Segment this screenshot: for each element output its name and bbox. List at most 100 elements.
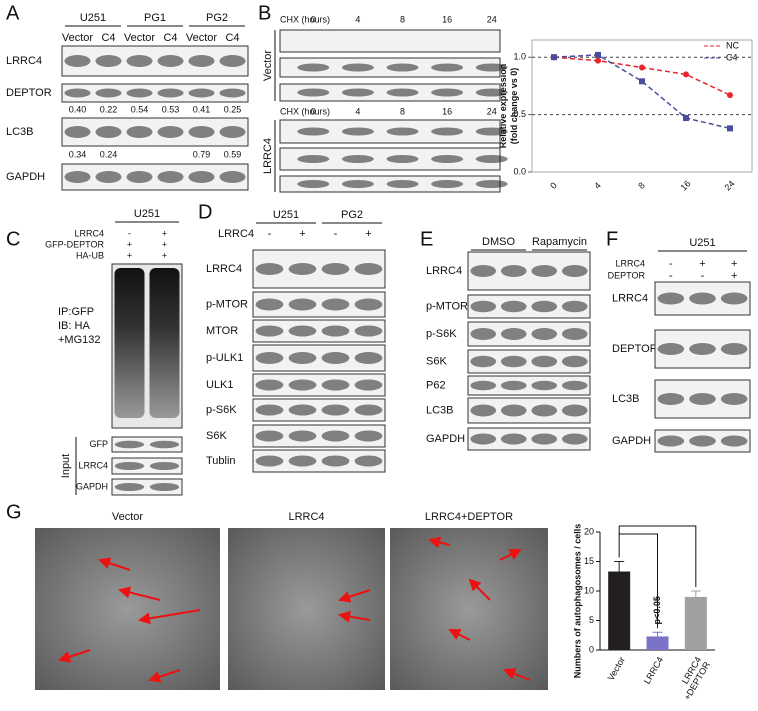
x-tick-label: 16 — [678, 178, 692, 192]
row-label: p-S6K — [426, 328, 457, 340]
arrow — [503, 668, 531, 681]
band — [500, 265, 527, 277]
band — [255, 352, 284, 364]
band — [255, 325, 284, 337]
band — [288, 404, 317, 416]
condition-label: LRRC4 — [615, 258, 645, 268]
lane-label: C4 — [101, 32, 115, 44]
band — [657, 435, 685, 447]
condition-label: LRRC4 — [74, 228, 104, 238]
band — [720, 292, 748, 305]
time-point: 8 — [400, 106, 405, 116]
band — [341, 127, 374, 136]
row-label: DEPTOR — [612, 343, 658, 355]
row-label: p-MTOR — [426, 300, 468, 312]
band — [354, 379, 383, 391]
point — [639, 78, 645, 85]
band — [188, 55, 215, 67]
band — [475, 155, 508, 163]
row-label: p-S6K — [206, 404, 237, 416]
band — [188, 126, 215, 138]
row-label: GAPDH — [76, 481, 108, 491]
band — [720, 435, 748, 447]
x-tick-label: LRRC4 — [642, 655, 665, 686]
band — [720, 393, 748, 405]
ip-text: IP:GFP — [58, 306, 94, 318]
group-label: U251 — [689, 237, 715, 249]
smear — [149, 268, 180, 418]
row-label: MTOR — [206, 325, 238, 337]
band — [321, 325, 350, 337]
em-image — [390, 528, 548, 690]
band — [321, 263, 350, 275]
blot — [252, 373, 386, 397]
y-tick-label: 5 — [589, 615, 594, 625]
band — [354, 263, 383, 275]
band — [126, 126, 153, 138]
point — [595, 57, 601, 64]
y-tick-label: 1.0 — [513, 52, 526, 62]
band — [321, 298, 350, 311]
error-bar — [652, 631, 663, 637]
sign: + — [162, 250, 167, 260]
image-title: LRRC4 — [288, 511, 324, 523]
blot — [61, 117, 249, 147]
arrow — [98, 557, 131, 571]
ratio: 0.59 — [224, 149, 242, 159]
blot — [279, 29, 501, 53]
band — [470, 433, 497, 445]
arrow — [428, 536, 451, 549]
ratio: 0.34 — [69, 149, 87, 159]
band — [561, 265, 588, 277]
blot — [467, 294, 591, 319]
band — [500, 300, 527, 313]
ratio: 0.40 — [69, 104, 87, 114]
band — [561, 300, 588, 313]
sign: - — [701, 270, 705, 282]
lane-label: Vector — [124, 32, 156, 44]
arrow — [148, 669, 181, 683]
band — [561, 433, 588, 445]
group-label: U251 — [273, 209, 299, 221]
bar — [684, 596, 707, 650]
arrow — [138, 609, 201, 625]
band — [255, 404, 284, 416]
band — [321, 430, 350, 442]
ratio: 0.22 — [100, 104, 118, 114]
arrow — [118, 586, 161, 601]
band — [470, 380, 497, 391]
band — [500, 355, 527, 368]
arrow — [338, 610, 371, 623]
time-point: 0 — [311, 14, 316, 24]
sign: - — [268, 228, 272, 240]
blot — [467, 427, 591, 451]
blot — [61, 45, 249, 77]
x-tick-label: Vector — [606, 655, 627, 682]
band — [149, 483, 180, 491]
row-label: LC3B — [6, 126, 34, 138]
row-label: LC3B — [426, 404, 454, 416]
band — [500, 433, 527, 445]
band — [475, 180, 508, 188]
band — [657, 292, 685, 305]
band — [689, 393, 716, 405]
band — [431, 127, 464, 136]
band — [255, 379, 284, 391]
panel-letter: G — [6, 501, 22, 523]
blot — [252, 398, 386, 422]
sign: + — [731, 270, 737, 282]
row-label: GAPDH — [612, 435, 651, 447]
sign: - — [334, 228, 338, 240]
ip-text: +MG132 — [58, 334, 101, 346]
blot — [252, 319, 386, 343]
time-label: CHX (hours) — [280, 106, 330, 116]
band — [288, 263, 317, 275]
band — [321, 404, 350, 416]
ratio: 0.54 — [131, 104, 149, 114]
band — [386, 127, 419, 136]
panel-letter: C — [6, 228, 20, 250]
row-label: LRRC4 — [78, 460, 108, 470]
band — [95, 171, 122, 183]
image-title: Vector — [112, 511, 144, 523]
group-label: PG1 — [144, 12, 166, 24]
